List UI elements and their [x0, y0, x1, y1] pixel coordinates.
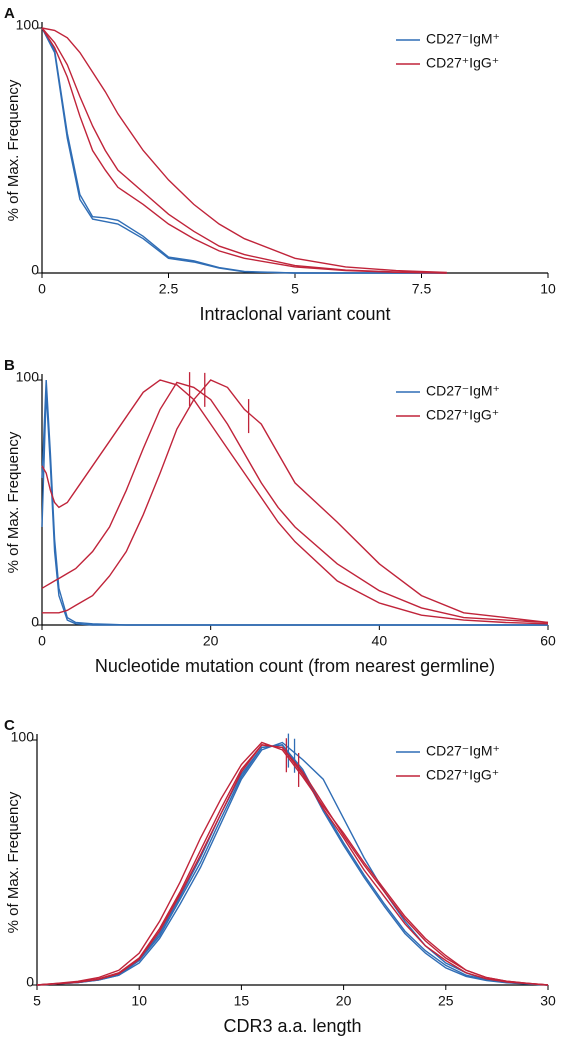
panel-label: C: [4, 717, 15, 734]
x-tick-label: 40: [372, 633, 388, 649]
curve: [41, 27, 447, 274]
y-tick-label: 0: [26, 974, 34, 990]
x-tick-label: 2.5: [159, 281, 179, 297]
legend-label: CD27⁻IgM⁺: [426, 743, 500, 759]
x-tick-label: 0: [38, 633, 46, 649]
y-tick-label: 100: [16, 17, 40, 33]
curve: [41, 392, 548, 626]
curve: [41, 27, 447, 274]
x-axis-label: Intraclonal variant count: [199, 304, 390, 324]
legend-label: CD27⁺IgG⁺: [426, 407, 499, 423]
x-tick-label: 10: [540, 281, 556, 297]
y-axis-label: % of Max. Frequency: [5, 791, 22, 933]
y-tick-label: 100: [16, 369, 40, 385]
y-axis-label: % of Max. Frequency: [5, 79, 22, 221]
panel-label: B: [4, 357, 15, 374]
curve: [36, 744, 549, 986]
x-tick-label: 5: [33, 993, 41, 1009]
x-tick-label: 5: [291, 281, 299, 297]
x-tick-label: 10: [131, 993, 147, 1009]
y-tick-label: 0: [31, 614, 39, 630]
y-tick-label: 0: [31, 262, 39, 278]
curve: [41, 27, 447, 274]
x-tick-label: 7.5: [412, 281, 432, 297]
legend-label: CD27⁺IgG⁺: [426, 55, 499, 71]
x-tick-label: 20: [203, 633, 219, 649]
x-axis-label: Nucleotide mutation count (from nearest …: [95, 656, 495, 676]
curve: [36, 744, 549, 986]
curve: [41, 27, 447, 274]
curve: [41, 27, 447, 274]
curve: [42, 379, 549, 624]
x-axis-label: CDR3 a.a. length: [223, 1016, 361, 1036]
legend-label: CD27⁻IgM⁺: [426, 31, 500, 47]
legend-label: CD27⁺IgG⁺: [426, 767, 499, 783]
curve: [41, 379, 549, 625]
y-axis-label: % of Max. Frequency: [5, 431, 22, 573]
x-tick-label: 15: [234, 993, 250, 1009]
curve: [41, 381, 549, 624]
x-tick-label: 20: [336, 993, 352, 1009]
legend-label: CD27⁻IgM⁺: [426, 383, 500, 399]
panel-label: A: [4, 5, 15, 22]
y-tick-label: 100: [11, 729, 35, 745]
x-tick-label: 25: [438, 993, 454, 1009]
x-tick-label: 30: [540, 993, 556, 1009]
x-tick-label: 0: [38, 281, 46, 297]
x-tick-label: 60: [540, 633, 556, 649]
